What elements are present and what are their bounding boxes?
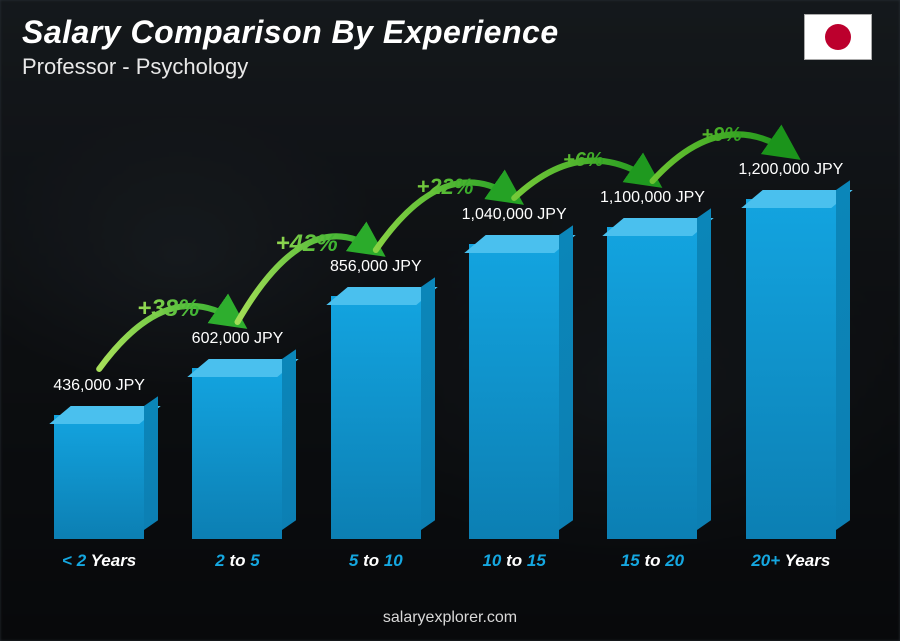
bar-side-face: [144, 396, 158, 530]
bar-column: 1,100,000 JPY: [583, 120, 721, 539]
category-labels: < 2 Years2 to 55 to 1010 to 1515 to 2020…: [30, 551, 860, 571]
increase-percent-label: +22%: [405, 174, 485, 200]
bar: [469, 244, 559, 539]
increase-percent-label: +9%: [682, 124, 762, 147]
infographic-content: Salary Comparison By Experience Professo…: [0, 0, 900, 641]
bar-side-face: [836, 180, 850, 530]
bar: [192, 368, 282, 539]
flag-circle-icon: [825, 24, 851, 50]
bar-front-face: [746, 199, 836, 539]
increase-percent-label: +42%: [267, 230, 347, 258]
increase-percent-label: +6%: [543, 149, 623, 172]
bar-side-face: [697, 208, 711, 530]
bar-column: 602,000 JPY: [168, 120, 306, 539]
chart-title: Salary Comparison By Experience: [22, 14, 559, 51]
bar-value-label: 436,000 JPY: [30, 377, 168, 395]
category-label: 10 to 15: [445, 551, 583, 571]
bar-front-face: [469, 244, 559, 539]
bar-value-label: 1,100,000 JPY: [583, 189, 721, 207]
footer-source: salaryexplorer.com: [0, 609, 900, 627]
bar: [331, 296, 421, 539]
category-label: 15 to 20: [583, 551, 721, 571]
bar-front-face: [331, 296, 421, 539]
bar-column: 1,200,000 JPY: [722, 120, 860, 539]
bar-front-face: [54, 415, 144, 539]
bar: [607, 227, 697, 539]
chart-subtitle: Professor - Psychology: [22, 54, 248, 80]
category-label: 5 to 10: [307, 551, 445, 571]
bar-value-label: 1,200,000 JPY: [722, 161, 860, 179]
category-label: 2 to 5: [168, 551, 306, 571]
bar-side-face: [421, 277, 435, 530]
increase-percent-label: +38%: [128, 295, 208, 323]
bar: [746, 199, 836, 539]
bar-side-face: [282, 349, 296, 530]
bar: [54, 415, 144, 539]
bar-column: 436,000 JPY: [30, 120, 168, 539]
bar-front-face: [607, 227, 697, 539]
bar-value-label: 856,000 JPY: [307, 258, 445, 276]
category-label: < 2 Years: [30, 551, 168, 571]
bar-chart: 436,000 JPY 602,000 JPY 856,000 JPY 1,040,0…: [30, 120, 860, 571]
bar-side-face: [559, 225, 573, 530]
bar-value-label: 602,000 JPY: [168, 330, 306, 348]
category-label: 20+ Years: [722, 551, 860, 571]
bar-front-face: [192, 368, 282, 539]
country-flag-japan: [804, 14, 872, 60]
bar-value-label: 1,040,000 JPY: [445, 206, 583, 224]
